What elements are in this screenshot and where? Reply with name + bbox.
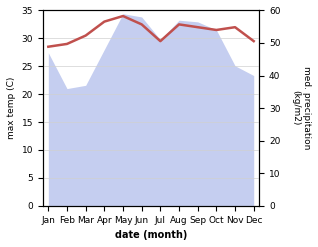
X-axis label: date (month): date (month) (115, 230, 187, 240)
Y-axis label: med. precipitation
(kg/m2): med. precipitation (kg/m2) (292, 66, 311, 150)
Y-axis label: max temp (C): max temp (C) (7, 77, 16, 139)
